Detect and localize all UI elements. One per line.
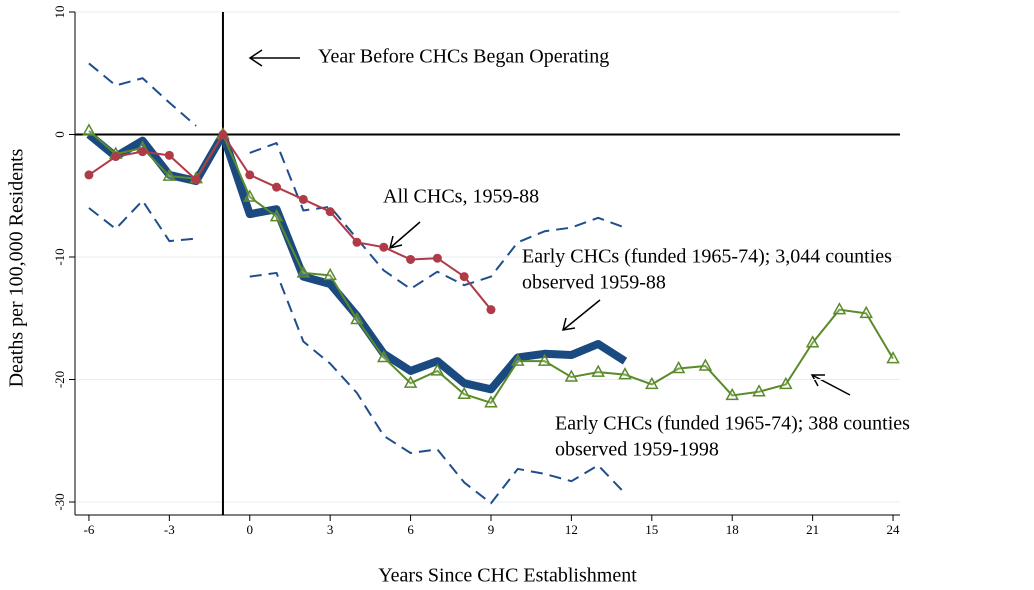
x-tick-label: 12 (565, 522, 578, 537)
point-marker (752, 384, 766, 397)
point-marker (272, 182, 282, 192)
point-marker (403, 375, 418, 388)
arrow (248, 49, 300, 67)
point-marker (323, 267, 337, 281)
point-marker (484, 395, 498, 408)
point-marker (457, 386, 471, 399)
point-marker (779, 376, 793, 390)
point-marker (296, 265, 311, 278)
arrow (810, 374, 851, 396)
x-tick-label: 9 (488, 522, 495, 537)
x-axis-label: Years Since CHC Establishment (378, 565, 637, 587)
point-marker (645, 376, 659, 390)
x-tick-label: 24 (887, 522, 901, 537)
x-tick-label: 18 (726, 522, 739, 537)
point-marker (352, 237, 362, 247)
y-tick-label: -10 (52, 248, 67, 265)
annotation: observed 1959-1998 (555, 439, 719, 461)
y-tick-label: -20 (52, 371, 67, 388)
annotation-arrows (248, 49, 851, 396)
point-marker (379, 242, 389, 252)
point-marker (406, 254, 416, 264)
point-marker (511, 353, 525, 366)
series-line (88, 133, 492, 311)
y-tick-label: 0 (52, 131, 67, 138)
x-tick-label: 3 (327, 522, 334, 537)
annotation: Year Before CHCs Began Operating (318, 46, 609, 68)
x-tick-label: 21 (806, 522, 819, 537)
point-marker (111, 152, 121, 162)
point-marker (430, 363, 445, 376)
point-marker (832, 302, 847, 315)
point-marker (325, 207, 335, 217)
point-marker (298, 194, 308, 204)
annotation: observed 1959-88 (522, 272, 666, 294)
point-marker (84, 170, 94, 180)
point-marker (245, 170, 255, 180)
y-axis-label: Deaths per 100,000 Residents (6, 148, 28, 387)
point-marker (218, 130, 228, 140)
point-marker (618, 367, 632, 380)
point-marker (164, 150, 174, 160)
point-marker (191, 175, 201, 185)
annotation: Early CHCs (funded 1965-74); 388 countie… (555, 413, 910, 435)
series-line (88, 199, 626, 505)
x-tick-label: 15 (645, 522, 658, 537)
point-marker (591, 364, 605, 377)
y-tick-label: 10 (52, 6, 67, 19)
point-marker (671, 360, 686, 374)
point-marker (350, 311, 364, 325)
point-marker (564, 369, 579, 382)
y-tick-label: -30 (52, 493, 67, 510)
point-marker (377, 349, 391, 363)
point-marker (805, 335, 820, 348)
arrow (561, 299, 601, 331)
point-marker (886, 351, 900, 364)
annotation: All CHCs, 1959-88 (383, 186, 539, 208)
arrow (388, 221, 421, 250)
annotation: Early CHCs (funded 1965-74); 3,044 count… (522, 246, 892, 268)
point-marker (269, 209, 284, 222)
point-marker (432, 253, 442, 263)
point-marker (537, 353, 552, 366)
x-tick-label: -6 (84, 522, 95, 537)
point-marker (859, 305, 873, 319)
point-marker (138, 147, 148, 157)
x-tick-label: 6 (407, 522, 414, 537)
series-line (88, 62, 626, 290)
point-marker (162, 168, 177, 181)
x-tick-label: 0 (247, 522, 254, 537)
point-marker (82, 123, 96, 136)
point-marker (725, 387, 739, 401)
point-marker (486, 305, 496, 315)
point-marker (459, 272, 469, 282)
point-marker (698, 358, 713, 371)
point-marker (242, 189, 257, 202)
x-tick-label: -3 (164, 522, 175, 537)
